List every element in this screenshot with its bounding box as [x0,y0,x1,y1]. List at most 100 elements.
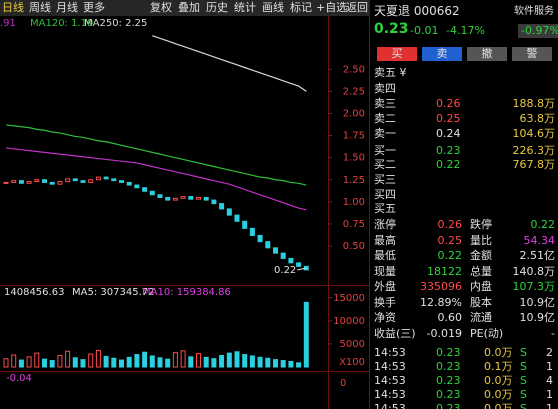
stat-label: 收益(三) [374,326,416,340]
toolbar-button[interactable]: 周线 [29,1,51,14]
tick-count: 4 [546,374,553,387]
trade-button[interactable]: 警 [512,47,552,61]
toolbar-button[interactable]: 叠加 [178,1,200,14]
candle [80,180,86,183]
tick-price: 0.23 [436,374,461,387]
candle [157,194,163,198]
toolbar-button[interactable]: 日线 [2,1,24,14]
book-label: 卖四 [374,82,396,95]
sector: 软件服务 [514,6,554,17]
candle [265,241,271,249]
volume-bar [42,358,47,368]
volume-bar [172,352,178,368]
candle [111,178,117,182]
toolbar-button[interactable]: 历史 [206,1,228,14]
stat-value: 0.22 [530,218,556,231]
candle [242,220,248,229]
stat-label: 最高 [374,233,396,247]
stat-label: 股本 [470,295,492,309]
tick-volume: 0.0万 [484,374,513,387]
y-tick-label: 1.75 [343,131,365,142]
candle [296,262,302,267]
candle [88,179,94,183]
trade-button[interactable]: 撤 [467,47,507,61]
tick-side: S [520,374,527,387]
tick-time: 14:53 [374,360,406,373]
volume-bar [226,352,232,368]
tick-time: 14:53 [374,402,406,409]
tick-count: 2 [546,346,553,359]
volume-bar [242,354,248,368]
candle [288,257,294,264]
volume-bar [296,362,302,368]
price: 0.23 [374,21,409,37]
volume-bar [126,356,132,368]
stat-label: 流通 [470,311,492,324]
y-tick-label: 2.00 [343,108,365,119]
candle [196,196,201,200]
ma-label: MA250: 2.25 [84,18,148,29]
volume-label: MA5: 307345.72 [72,287,155,298]
y-tick-label: 0.75 [343,219,365,230]
volume-bar [280,360,286,368]
toolbar-bg [0,0,370,16]
toolbar-button[interactable]: 返回 [346,1,368,14]
candle [273,247,278,254]
volume-bar [165,358,171,368]
kline-chart: 2.50 2.25 2.00 1.75 1.50 1.25 1.00 0.75 0.50 0.22… [0,0,370,409]
candle [126,181,132,186]
volume-bar [257,356,263,368]
tick-price: 0.23 [436,388,461,401]
book-label: 买三 [374,173,396,186]
volume-bar [211,358,217,368]
stat-label: 总量 [470,264,492,278]
book-price: 0.22 [436,158,461,171]
tick-time: 14:53 [374,374,406,387]
toolbar-button[interactable]: 统计 [234,1,256,14]
book-label: 买一 [374,144,396,157]
candle [172,197,178,201]
toolbar-button[interactable]: +自选 [316,1,348,14]
candle [234,214,240,222]
candle [249,227,255,236]
stat-label: PE(动) [470,326,504,340]
book-label: 买四 [374,188,396,201]
candle [11,180,17,183]
toolbar-button[interactable]: 月线 [56,1,78,14]
stat-label: 净资 [374,311,396,324]
ma-line [5,124,307,186]
book-volume: 188.8万 [512,97,556,110]
tick-price: 0.23 [436,360,461,373]
toolbar-button[interactable]: 更多 [83,1,105,14]
candle [219,203,225,210]
volume-bar [103,355,109,368]
toolbar-button[interactable]: 复权 [150,1,172,14]
volume-bar [149,355,155,368]
candle [280,252,286,259]
toolbar-button[interactable]: 标记 [290,1,312,14]
stat-value: - [551,326,555,340]
tick-count: 1 [546,402,553,409]
trade-button[interactable]: 卖 [422,47,462,61]
volume-bar [265,357,271,368]
candle [165,196,171,201]
volume-label: 1408456.63 [4,287,65,298]
y-tick-label: 2.50 [343,64,365,75]
volume-bar [157,357,163,368]
stat-value: 54.34 [523,233,556,247]
stat-value: 18122 [427,264,462,278]
y-tick-label: 1.00 [343,197,365,208]
volume-bar [249,355,255,368]
tick-volume: 0.1万 [484,360,513,373]
book-label: 买二 [374,158,396,171]
book-volume: 226.3万 [512,144,556,157]
volume-bar [88,353,94,368]
volume-bar [95,349,101,368]
stat-label: 量比 [470,233,492,247]
trade-button[interactable]: 买 [377,47,417,61]
toolbar-button[interactable]: 画线 [262,1,284,14]
stat-value: 0.22 [437,249,463,262]
change: -0.01 [410,24,439,37]
candle [149,190,155,196]
stat-label: 涨停 [374,218,396,231]
